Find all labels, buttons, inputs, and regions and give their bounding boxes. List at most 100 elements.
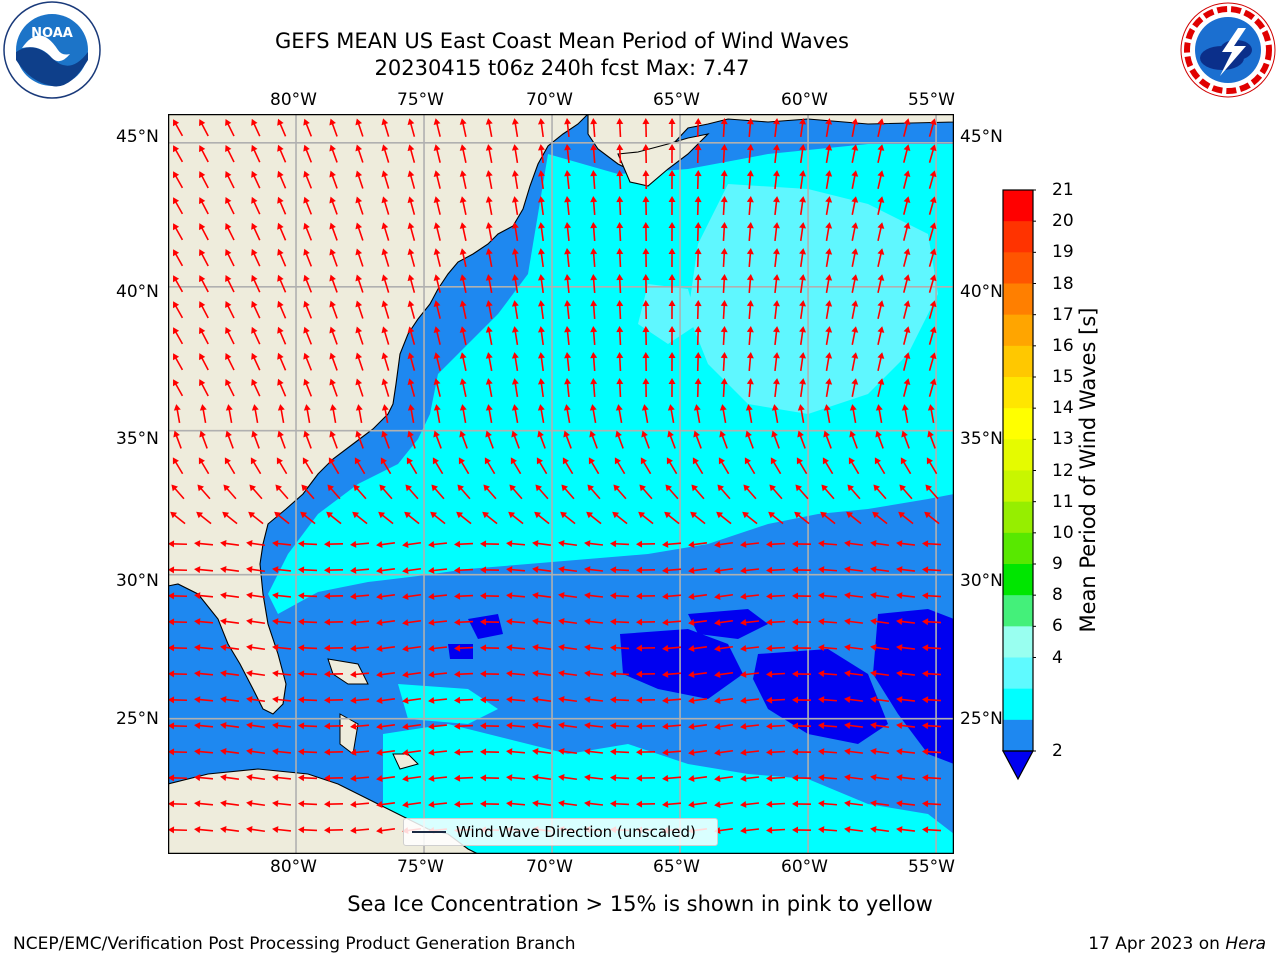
wind-arrow [272,800,292,808]
wind-arrow [222,511,238,525]
wind-arrow [642,248,650,268]
wind-arrow [328,457,340,475]
wind-arrow [172,457,184,475]
wind-arrow [506,644,526,652]
wind-arrow [298,644,318,652]
wind-arrow [662,748,682,756]
wind-arrow [564,352,572,372]
wind-arrow [402,671,422,679]
wind-arrow [641,430,650,449]
wind-arrow [558,773,578,781]
wind-arrow [251,196,261,215]
wind-arrow [168,670,188,678]
wind-arrow [740,800,760,808]
wind-arrow [275,484,289,500]
wind-arrow [688,671,708,678]
wind-arrow [844,826,864,833]
wind-arrow [376,671,396,678]
wind-arrow [329,352,338,371]
wind-arrow [433,326,441,345]
wind-arrow [668,274,676,294]
wind-arrow [506,774,526,782]
wind-arrow [329,300,338,319]
wind-arrow [538,222,545,242]
wind-arrow [350,644,370,652]
wind-arrow [740,826,760,834]
wind-arrow [562,457,574,475]
wind-arrow [355,248,364,267]
wind-arrow [668,378,676,398]
wind-arrow [454,618,474,626]
colorbar-swatch [1003,345,1033,378]
colorbar-swatch [1003,221,1033,253]
wind-arrow [851,196,859,215]
wind-arrow [796,457,808,475]
wind-arrow [376,697,396,704]
wind-arrow [454,592,474,600]
wind-arrow [329,430,338,449]
wind-arrow [168,800,188,808]
wind-arrow [171,484,185,500]
wind-arrow [355,222,364,241]
wind-arrow [851,118,859,137]
wind-arrow [407,196,416,215]
wind-arrow [818,748,838,756]
wind-arrow [199,327,209,345]
date-line: 17 Apr 2023 on Hera [1088,933,1266,955]
wind-arrow [431,484,445,500]
wind-arrow [355,118,364,137]
wind-arrow [532,774,552,781]
wind-arrow [770,457,782,475]
wind-arrow [220,618,240,625]
wind-arrow [668,144,676,164]
colorbar-swatch [1003,314,1033,347]
wind-arrow [220,748,240,755]
wind-arrow [610,618,630,626]
wind-arrow [381,352,390,371]
wind-arrow [849,430,858,449]
wind-arrow [896,540,916,548]
wind-arrow [903,222,911,241]
wind-arrow [225,223,235,241]
wind-arrow [874,457,886,475]
wind-arrow [459,326,467,345]
lat-label-left: 45°N [116,127,159,147]
wind-arrow [901,404,909,424]
wind-arrow [792,670,812,678]
lat-label-left: 35°N [116,429,159,449]
wind-arrow [432,457,444,475]
wind-arrow [564,222,572,242]
wind-arrow [772,326,780,346]
wind-arrow [766,592,786,600]
wind-arrow [564,144,572,164]
wind-arrow [172,301,184,319]
wind-arrow [480,592,500,600]
wind-arrow [768,511,784,525]
wind-arrow [303,118,313,137]
wind-arrow [616,248,624,268]
wind-arrow [511,352,519,372]
wind-arrow [610,540,630,548]
wind-arrow [903,196,911,215]
wind-arrow [688,697,708,704]
wind-arrow [404,511,420,525]
wind-arrow [379,484,393,500]
wind-arrow [792,592,812,600]
wind-arrow [220,696,240,703]
wind-arrow [485,248,493,267]
wind-arrow [276,457,288,475]
wind-arrow [818,566,838,574]
wind-arrow [792,696,812,704]
wind-arrow [199,145,209,163]
wind-arrow [458,457,470,475]
wind-arrow [225,119,235,137]
wind-arrow [642,352,650,372]
wind-arrow [851,352,859,371]
wind-arrow [381,222,390,241]
wind-arrow [742,511,758,525]
wind-arrow [877,144,885,163]
wind-arrow [928,170,937,189]
colorbar-tick-label: 9 [1052,554,1063,574]
wind-arrow [740,696,760,704]
legend-line-swatch [412,831,446,833]
